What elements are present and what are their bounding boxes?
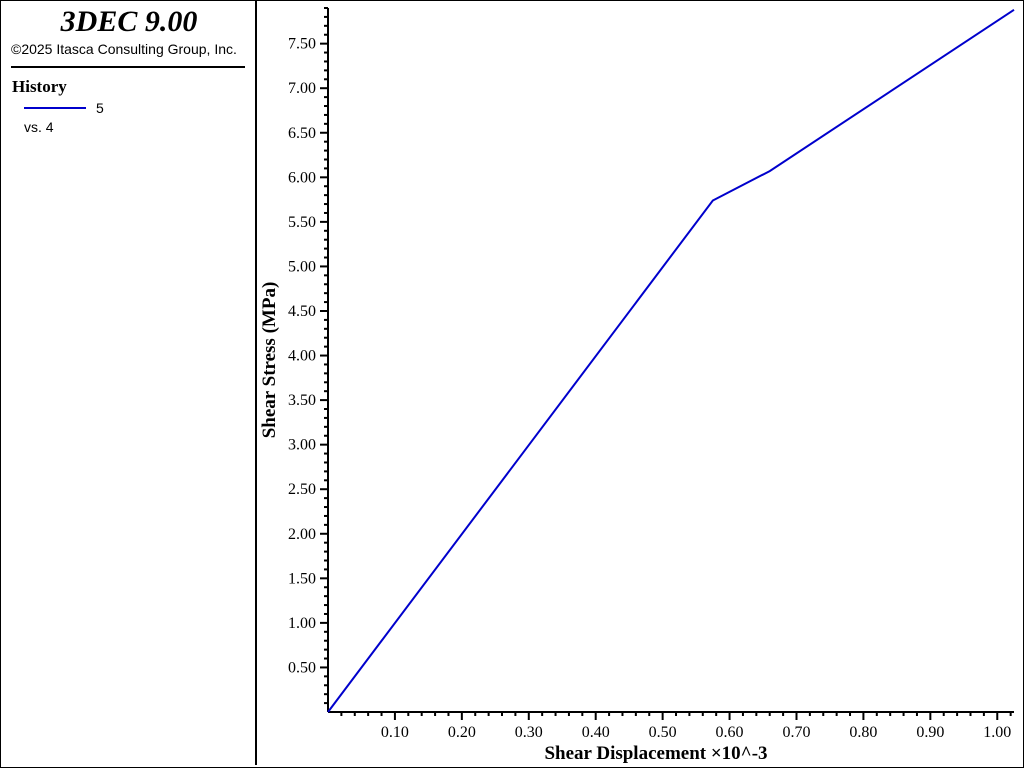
chart-series-layer — [327, 8, 1015, 713]
y-tick-label: 1.00 — [288, 615, 316, 632]
legend-divider — [11, 66, 245, 68]
y-tick-label: 6.50 — [288, 125, 316, 142]
x-tick-label: 0.10 — [381, 724, 409, 741]
series-line-5 — [327, 8, 1015, 713]
y-tick-label: 6.00 — [288, 169, 316, 186]
y-tick-label: 0.50 — [288, 659, 316, 676]
y-tick-label: 1.50 — [288, 570, 316, 587]
y-tick-label: 4.00 — [288, 348, 316, 365]
app-title: 3DEC 9.00 — [60, 5, 198, 38]
y-tick-label: 3.00 — [288, 437, 316, 454]
history-id: 5 — [96, 100, 104, 116]
y-tick-label: 5.50 — [288, 214, 316, 231]
chart-axes — [327, 8, 1014, 713]
history-line-swatch — [24, 107, 86, 109]
x-tick-label: 0.60 — [716, 724, 744, 741]
history-heading: History — [12, 77, 67, 96]
y-tick-label: 7.50 — [288, 36, 316, 53]
x-tick-label: 0.20 — [448, 724, 476, 741]
x-tick-label: 0.30 — [515, 724, 543, 741]
y-tick-label: 2.00 — [288, 526, 316, 543]
x-tick-label: 0.90 — [916, 724, 944, 741]
y-tick-label: 2.50 — [288, 481, 316, 498]
x-tick-label: 0.80 — [849, 724, 877, 741]
y-tick-label: 3.50 — [288, 392, 316, 409]
chart-ticks: 0.50 1.00 1.50 2.00 2.50 3.00 3.50 4.00 4.50 5.00… — [288, 7, 1012, 741]
y-tick-label: 4.50 — [288, 303, 316, 320]
y-axis-title: Shear Stress (MPa) — [259, 282, 280, 439]
y-tick-label: 7.00 — [288, 80, 316, 97]
copyright-text: ©2025 Itasca Consulting Group, Inc. — [11, 41, 237, 57]
legend-panel: 3DEC 9.00 ©2025 Itasca Consulting Group,… — [1, 1, 257, 765]
x-tick-label: 0.50 — [649, 724, 677, 741]
history-vs-label: vs. 4 — [24, 119, 54, 135]
x-axis-title: Shear Displacement ×10^-3 — [544, 743, 767, 764]
x-tick-label: 1.00 — [983, 724, 1011, 741]
x-tick-label: 0.40 — [582, 724, 610, 741]
y-tick-label: 5.00 — [288, 258, 316, 275]
x-tick-label: 0.70 — [782, 724, 810, 741]
